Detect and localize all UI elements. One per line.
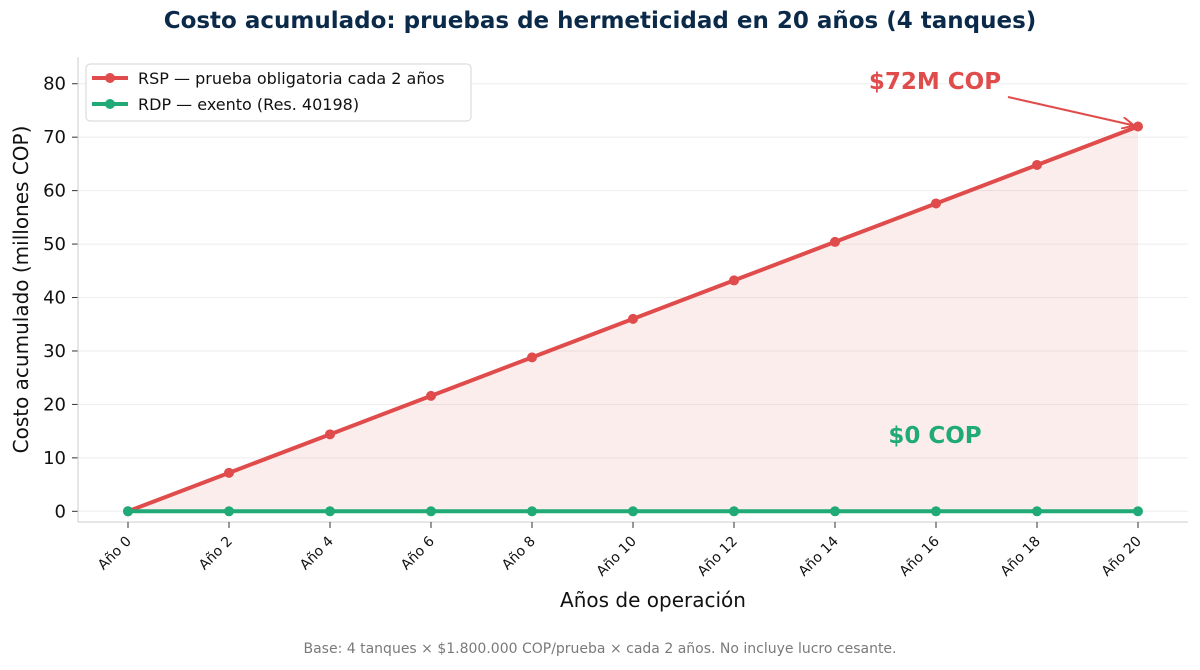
data-point xyxy=(224,506,234,517)
y-tick-label: 10 xyxy=(43,448,66,469)
x-tick-label: Año 4 xyxy=(297,533,337,573)
x-tick-label: Año 0 xyxy=(95,534,135,574)
data-point xyxy=(729,506,739,517)
series-lines xyxy=(123,121,1143,517)
data-point xyxy=(426,506,436,517)
footnote: Base: 4 tanques × $1.800.000 COP/prueba … xyxy=(303,641,897,657)
annotation-arrow xyxy=(1007,96,1134,125)
data-point xyxy=(729,275,739,286)
y-tick-label: 0 xyxy=(55,501,66,522)
data-point xyxy=(426,390,436,401)
data-point xyxy=(628,506,638,517)
legend: RSP — prueba obligatoria cada 2 años RDP… xyxy=(85,63,472,122)
data-point xyxy=(931,198,941,209)
x-tick-label: Año 12 xyxy=(695,534,741,580)
data-point xyxy=(628,313,638,324)
x-tick-label: Año 14 xyxy=(796,533,842,579)
y-tick-label: 20 xyxy=(43,394,66,415)
x-tick-label: Año 18 xyxy=(998,534,1044,580)
annotation-rsp-total: $72M COP xyxy=(869,69,1001,95)
data-point xyxy=(830,506,840,517)
y-axis-label: Costo acumulado (millones COP) xyxy=(9,126,33,454)
data-point xyxy=(1133,506,1143,517)
data-point xyxy=(527,352,537,363)
x-tick-label: Año 2 xyxy=(196,534,236,574)
legend-box xyxy=(85,63,472,122)
x-tick-label: Año 10 xyxy=(594,534,640,580)
chart-title: Costo acumulado: pruebas de hermeticidad… xyxy=(163,8,1037,34)
data-point xyxy=(1032,159,1042,170)
x-tick-label: Año 20 xyxy=(1099,534,1145,580)
data-point xyxy=(527,506,537,517)
x-axis-label: Años de operación xyxy=(560,588,746,612)
legend-label-rsp: RSP — prueba obligatoria cada 2 años xyxy=(138,69,445,88)
y-tick-label: 70 xyxy=(43,127,66,148)
data-point xyxy=(1133,121,1143,132)
x-tick-label: Año 8 xyxy=(499,534,539,574)
data-point xyxy=(325,506,335,517)
data-point xyxy=(830,236,840,247)
y-tick-label: 80 xyxy=(43,74,66,95)
legend-marker-rdp xyxy=(105,99,115,109)
data-point xyxy=(325,429,335,440)
data-point xyxy=(931,506,941,517)
annotations: $72M COP $0 COP xyxy=(869,69,1134,449)
data-point xyxy=(224,467,234,478)
annotation-rdp-total: $0 COP xyxy=(888,423,981,449)
axes xyxy=(72,57,1188,528)
data-point xyxy=(123,506,133,517)
legend-label-rdp: RDP — exento (Res. 40198) xyxy=(138,95,359,114)
y-tick-label: 60 xyxy=(43,181,66,202)
legend-marker-rsp xyxy=(105,73,115,83)
x-tick-label: Año 6 xyxy=(398,533,438,573)
x-tick-label: Año 16 xyxy=(897,533,943,579)
y-tick-label: 50 xyxy=(43,234,66,255)
y-tick-label: 40 xyxy=(43,288,66,309)
data-point xyxy=(1032,506,1042,517)
y-tick-label: 30 xyxy=(43,341,66,362)
